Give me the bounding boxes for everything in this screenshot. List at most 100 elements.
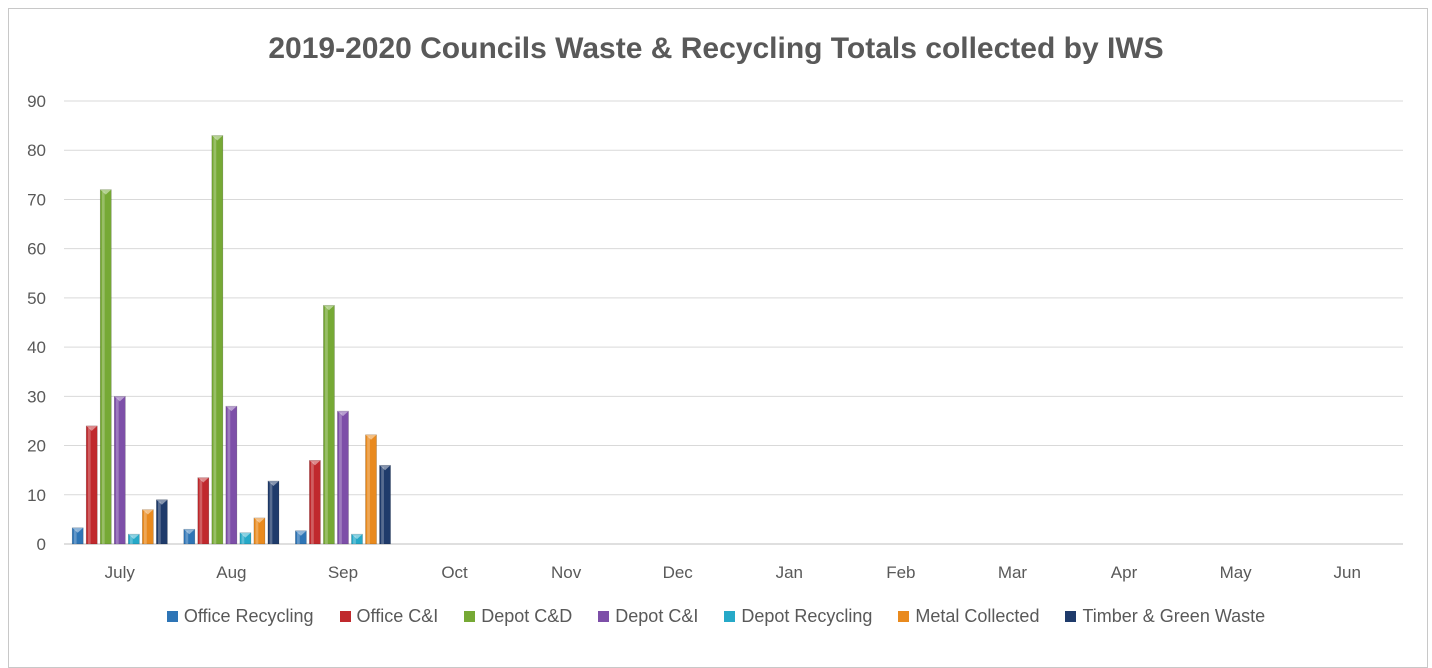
chart-frame [8, 8, 1428, 668]
bar-cap [72, 527, 84, 533]
x-tick-label: Oct [441, 563, 468, 582]
bar-cap [100, 189, 112, 195]
x-tick-label: Dec [663, 563, 694, 582]
bar [197, 477, 210, 545]
x-tick-label: Sep [328, 563, 358, 582]
bar-cap [225, 406, 237, 412]
bar [295, 530, 307, 545]
bar [156, 499, 168, 545]
y-tick-label: 20 [27, 437, 46, 456]
bar-cap [128, 534, 140, 540]
x-tick-label: Jan [776, 563, 803, 582]
legend-item: Metal Collected [898, 606, 1039, 627]
y-tick-label: 30 [27, 387, 46, 406]
bar [351, 533, 363, 545]
x-tick-label: Aug [216, 563, 246, 582]
bar-highlight [185, 531, 189, 544]
y-tick-label: 0 [37, 535, 46, 554]
bar [323, 304, 335, 545]
bar [379, 464, 391, 545]
y-tick-label: 10 [27, 486, 46, 505]
bar-highlight [381, 467, 384, 544]
legend-item: Depot Recycling [724, 606, 872, 627]
bar-cap [156, 499, 168, 505]
legend-item: Timber & Green Waste [1065, 606, 1265, 627]
legend-swatch [724, 611, 736, 622]
bar [253, 517, 266, 545]
y-tick-label: 90 [27, 92, 46, 111]
y-tick-label: 50 [27, 289, 46, 308]
x-tick-label: Nov [551, 563, 582, 582]
legend-label: Metal Collected [915, 606, 1040, 626]
bar [128, 533, 140, 545]
bar-highlight [199, 479, 203, 544]
bar-cap [365, 434, 377, 440]
legend-label: Timber & Green Waste [1082, 606, 1266, 626]
bar-highlight [87, 427, 91, 544]
bar-highlight [269, 482, 273, 544]
legend-label: Office Recycling [183, 606, 314, 626]
bar-cap [309, 460, 321, 466]
bar [337, 410, 349, 545]
bar [267, 480, 280, 545]
bar-cap [337, 411, 349, 417]
bar-highlight [101, 191, 105, 544]
bar-cap [253, 517, 265, 523]
bar-highlight [227, 408, 231, 544]
bar [85, 425, 98, 545]
x-tick-label: Feb [886, 563, 915, 582]
bar-highlight [353, 536, 356, 544]
bar-highlight [311, 462, 314, 544]
bar-highlight [325, 307, 328, 544]
bar-cap [267, 480, 279, 486]
legend-item: Depot C&D [464, 606, 572, 627]
legend-item: Depot C&I [598, 606, 698, 627]
y-tick-label: 80 [27, 141, 46, 160]
bar [113, 396, 126, 545]
bar-highlight [213, 137, 217, 544]
y-tick-label: 40 [27, 338, 46, 357]
x-tick-label: Jun [1333, 563, 1360, 582]
bar [225, 405, 238, 545]
bar [309, 460, 321, 545]
legend-swatch [339, 611, 351, 622]
legend-label: Depot Recycling [741, 606, 873, 626]
bar-cap [379, 465, 391, 471]
y-tick-label: 70 [27, 190, 46, 209]
bar-highlight [129, 536, 133, 544]
bar [142, 509, 154, 545]
legend-swatch [1065, 611, 1077, 622]
bar [365, 434, 377, 545]
legend-swatch [898, 611, 910, 622]
chart-title: 2019-2020 Councils Waste & Recycling Tot… [268, 32, 1164, 65]
bar [99, 189, 112, 545]
bar-cap [114, 396, 126, 402]
bar [183, 528, 196, 545]
bar-cap [183, 529, 195, 535]
legend-label: Office C&I [356, 606, 439, 626]
legend-item: Office C&I [339, 606, 439, 627]
legend-swatch [598, 611, 610, 622]
chart-legend: Office Recycling Office C&I Depot C&D Depot… [0, 606, 1432, 627]
bar [239, 532, 252, 545]
legend-swatch [464, 611, 476, 622]
bar-cap [351, 534, 363, 540]
bar-highlight [73, 529, 77, 544]
bar-highlight [241, 534, 245, 544]
x-tick-label: Mar [998, 563, 1028, 582]
chart-plot: 0 10 20 30 40 50 60 70 80 90 July Aug Sep Oct Nov Dec Ja… [27, 92, 1403, 582]
bar-cap [86, 425, 98, 431]
bar-highlight [297, 532, 300, 544]
legend-label: Depot C&I [615, 606, 699, 626]
bar-cap [142, 509, 154, 515]
bar-highlight [367, 436, 370, 544]
bar-highlight [255, 519, 259, 544]
bar [71, 527, 84, 545]
bar [211, 135, 224, 545]
bar-cap [295, 530, 307, 536]
bar-cap [211, 135, 223, 141]
bar-cap [197, 477, 209, 483]
legend-swatch [166, 611, 178, 622]
legend-item: Office Recycling [166, 606, 314, 627]
y-tick-label: 60 [27, 240, 46, 259]
